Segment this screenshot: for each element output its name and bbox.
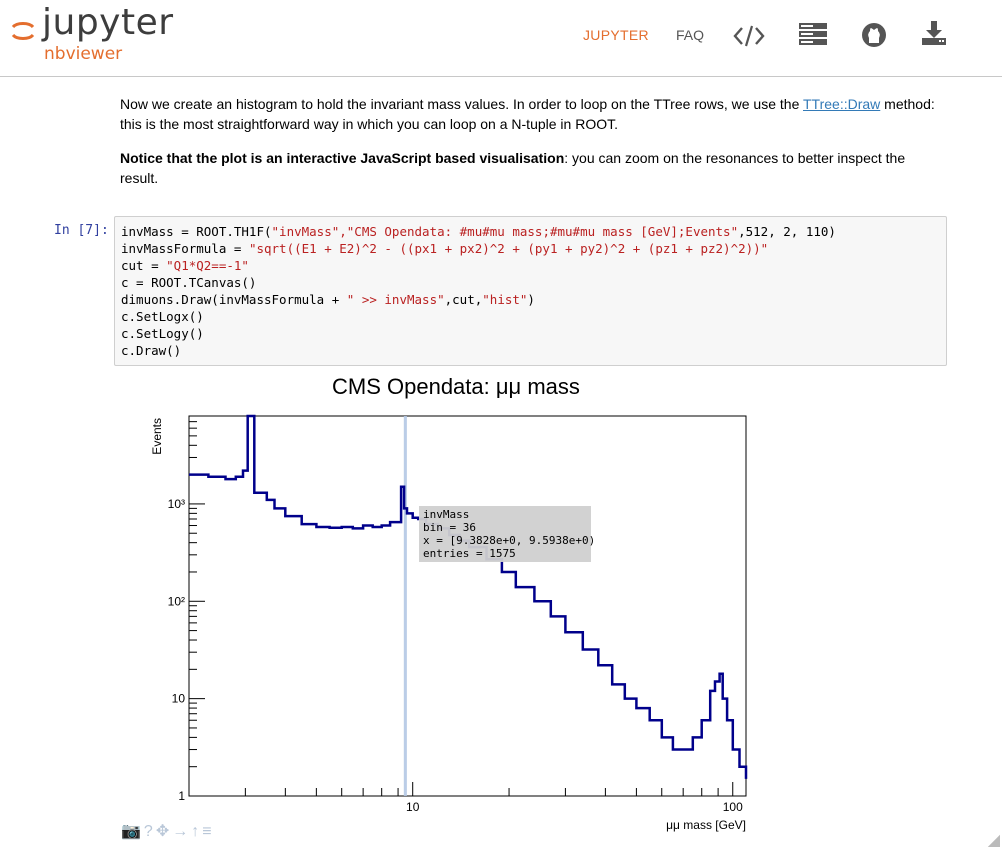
x-tick-label: 10 (406, 800, 420, 814)
server-icon[interactable] (798, 22, 828, 46)
code-line: c = ROOT.TCanvas() (121, 275, 257, 290)
download-icon[interactable] (920, 19, 948, 47)
ttree-draw-link[interactable]: TTree::Draw (803, 96, 881, 112)
plot-frame (188, 415, 747, 797)
jupyter-logo-icon (11, 22, 35, 40)
nbviewer-header: jupyter nbviewer JUPYTER FAQ (0, 0, 1002, 77)
code-line: dimuons.Draw(invMassFormula + " >> invMa… (121, 292, 535, 307)
code-icon[interactable] (733, 24, 765, 48)
x-tick-label: 100 (723, 800, 743, 814)
markdown-paragraph-1: Now we create an histogram to hold the i… (120, 96, 935, 132)
plot-toolbar: 📷? ✥ → ↑ ≡ (121, 821, 215, 841)
tooltip-line: entries = 1575 (423, 547, 516, 560)
y-tick-label: 10² (168, 594, 185, 608)
camera-icon[interactable]: 📷 (121, 823, 142, 840)
nav-faq-link[interactable]: FAQ (676, 27, 705, 43)
code-line: invMass = ROOT.TH1F("invMass","CMS Opend… (121, 224, 836, 239)
resize-handle-icon[interactable]: ◢ (987, 832, 1000, 849)
x-axis-label: μμ mass [GeV] (666, 818, 746, 832)
nav-jupyter-link[interactable]: JUPYTER (583, 27, 649, 43)
histogram-series-line (189, 414, 748, 779)
logo-subtitle: nbviewer (44, 44, 123, 64)
y-tick-label: 10 (172, 692, 186, 706)
logo-wordmark: jupyter (42, 2, 174, 43)
cell-prompt: In [7]: (54, 223, 109, 238)
code-line: cut = "Q1*Q2==-1" (121, 258, 249, 273)
code-line: invMassFormula = "sqrt((E1 + E2)^2 - ((p… (121, 241, 769, 256)
move-icon[interactable]: ✥ (155, 823, 171, 840)
code-cell-input[interactable]: invMass = ROOT.TH1F("invMass","CMS Opend… (114, 216, 947, 366)
y-tick-label: 10³ (168, 497, 185, 511)
code-line: c.SetLogy() (121, 326, 204, 341)
y-axis-label: Events (150, 418, 164, 455)
tooltip-line: bin = 36 (423, 521, 476, 534)
code-line: c.SetLogx() (121, 309, 204, 324)
bin-highlight (403, 416, 407, 796)
tooltip-box (419, 506, 591, 562)
help-icon[interactable]: ? (143, 823, 154, 840)
menu-icon[interactable]: ≡ (202, 823, 213, 840)
markdown-paragraph-2: Notice that the plot is an interactive J… (120, 150, 906, 186)
github-icon[interactable] (860, 21, 888, 49)
arrow-up-icon[interactable]: ↑ (191, 823, 201, 840)
plot-title: CMS Opendata: μμ mass (332, 374, 580, 399)
y-tick-label: 1 (178, 789, 185, 803)
arrow-right-icon[interactable]: → (172, 823, 190, 840)
code-text: invMass = ROOT.TH1F("invMass","CMS Opend… (115, 217, 946, 359)
tooltip-line: invMass (423, 508, 469, 521)
code-line: c.Draw() (121, 343, 182, 358)
tooltip-line: x = [9.3828e+0, 9.5938e+0) (423, 534, 595, 547)
